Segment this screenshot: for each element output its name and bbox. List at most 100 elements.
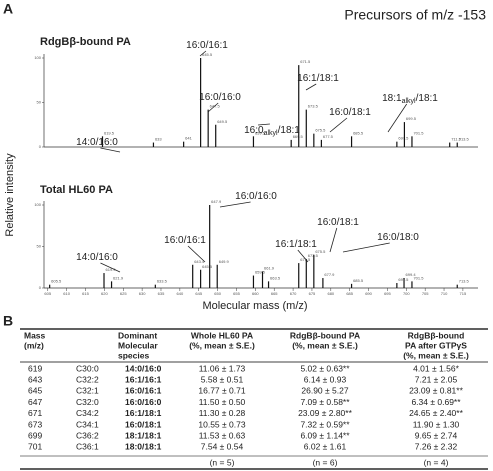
table-cell: 647	[28, 397, 42, 407]
annotation-arrow	[305, 83, 317, 91]
table-cell: 6.09 ± 1.14**	[300, 430, 350, 440]
peak-label: 641	[185, 136, 192, 141]
x-tick-label: 695	[384, 291, 391, 296]
table-cell: 11.50 ± 0.50	[199, 397, 246, 407]
x-tick-label: 615	[82, 291, 89, 296]
annotation-part: 16:0/16:1	[164, 235, 206, 246]
table-header: (%, mean ± S.E.)	[403, 350, 469, 360]
table-cell: 18:1/18:1	[125, 430, 162, 440]
peak-label: 645.5	[202, 52, 213, 57]
annotation: 14:0/16:0	[76, 137, 118, 148]
x-tick-label: 715	[460, 291, 467, 296]
annotation-arrow	[100, 262, 121, 273]
peak-label: 699.4	[406, 272, 417, 277]
table-header: species	[118, 350, 149, 360]
table-cell: 16:0/18:1	[125, 419, 162, 429]
table-cell: 6.02 ± 1.61	[304, 442, 347, 452]
annotation-part: 16:0/16:0	[199, 92, 241, 103]
peak-label: 673.5	[308, 104, 319, 109]
peak-label: 701.5	[413, 275, 424, 280]
table-cell: 26.90 ± 5.27	[301, 386, 348, 396]
annotation: 14:0/16:0	[76, 252, 118, 263]
table-cell: 7.32 ± 0.59**	[300, 419, 350, 429]
table-header: Mass	[24, 330, 46, 340]
y-tick-label: 100	[34, 202, 41, 207]
annotation-part: 16:1/18:1	[275, 239, 317, 250]
annotation-part: 14:0/16:0	[76, 252, 118, 263]
y-tick-label: 0	[39, 144, 42, 149]
x-tick-label: 625	[120, 291, 127, 296]
table-cell: 619	[28, 363, 42, 373]
table-cell: 5.58 ± 0.51	[201, 374, 244, 384]
table-cell: C34:1	[76, 419, 99, 429]
peak-label: 713.5	[459, 137, 470, 142]
annotation-arrow	[387, 103, 408, 133]
annotation-part: 14:0/16:0	[76, 137, 118, 148]
peak-label: 713.5	[459, 279, 470, 284]
peak-label: 677.5	[323, 134, 334, 139]
annotation-arrow	[187, 245, 206, 263]
x-tick-label: 635	[158, 291, 165, 296]
peak-label: 605.5	[51, 279, 62, 284]
table-cell: 23.09 ± 0.81**	[409, 386, 464, 396]
peak-label: 677.9	[324, 272, 335, 277]
table-cell: 16:0/16:1	[125, 386, 162, 396]
table-cell: 11.30 ± 0.28	[199, 408, 246, 418]
peak-label: 701.5	[413, 130, 424, 135]
table-header: RdgBβ-bound PA	[290, 330, 360, 340]
x-tick-label: 675	[309, 291, 316, 296]
annotation: 16:1/18:1	[297, 73, 339, 84]
table-footer: (n = 4)	[424, 457, 449, 467]
x-tick-label: 700	[403, 291, 410, 296]
table-cell: 10.55 ± 0.73	[198, 419, 245, 429]
x-tick-label: 610	[63, 291, 70, 296]
spectrum-title: RdgBβ-bound PA	[40, 36, 131, 48]
peak-label: 661.9	[264, 265, 275, 270]
table-cell: 671	[28, 408, 42, 418]
table-cell: 16.77 ± 0.71	[198, 386, 245, 396]
x-tick-label: 645	[195, 291, 202, 296]
annotation: 16:0/18:0	[377, 232, 419, 243]
x-tick-label: 660	[252, 291, 259, 296]
table-cell: 645	[28, 386, 42, 396]
spectrum-title: Total HL60 PA	[40, 184, 113, 196]
peak-label: 669.5	[293, 134, 304, 139]
peak-label: 621.9	[113, 275, 124, 280]
peak-label: 663.5	[270, 275, 281, 280]
table-footer: (n = 5)	[210, 457, 235, 467]
table-cell: 7.21 ± 2.05	[415, 374, 458, 384]
annotation-arrow	[100, 147, 121, 153]
table-header: (m/z)	[24, 340, 44, 350]
annotation-part: 18:1	[382, 93, 402, 104]
table-header: PA after GTPγS	[405, 340, 467, 350]
table-cell: 7.54 ± 0.54	[201, 442, 244, 452]
table-header: RdgBβ-bound	[408, 330, 465, 340]
table-cell: 16:1/16:1	[125, 374, 162, 384]
annotation: 16:0/16:1	[186, 40, 228, 51]
annotation-part: 16:0/16:1	[186, 40, 228, 51]
annotation: 16:0/18:1	[329, 107, 371, 118]
annotation-arrow	[207, 102, 219, 113]
annotation-part: 16:0/16:0	[235, 191, 277, 202]
y-tick-label: 100	[34, 55, 41, 60]
annotation-arrow	[329, 117, 348, 133]
table-cell: 673	[28, 419, 42, 429]
peak-label: 633.5	[157, 279, 168, 284]
y-axis-label: Relative intensity	[4, 153, 16, 237]
table-header: (%, mean ± S.E.)	[292, 340, 358, 350]
annotation-part: 16:0/18:1	[317, 217, 359, 228]
panel-label: B	[3, 313, 13, 329]
table-footer: (n = 6)	[313, 457, 338, 467]
table-cell: 7.26 ± 2.32	[415, 442, 458, 452]
annotation-arrow	[199, 50, 207, 57]
peak-label: 673.5	[308, 253, 319, 258]
peak-label: 645.5	[202, 264, 213, 269]
annotation: 16:0alkyl/18:1	[244, 125, 300, 137]
table-cell: 7.09 ± 0.58**	[300, 397, 350, 407]
peak-label: 659.5	[255, 270, 266, 275]
peak-label: 649.5	[217, 119, 228, 124]
table-cell: 4.01 ± 1.56*	[413, 363, 459, 373]
annotation-part: alkyl	[402, 98, 416, 105]
annotation-arrow	[329, 227, 338, 253]
